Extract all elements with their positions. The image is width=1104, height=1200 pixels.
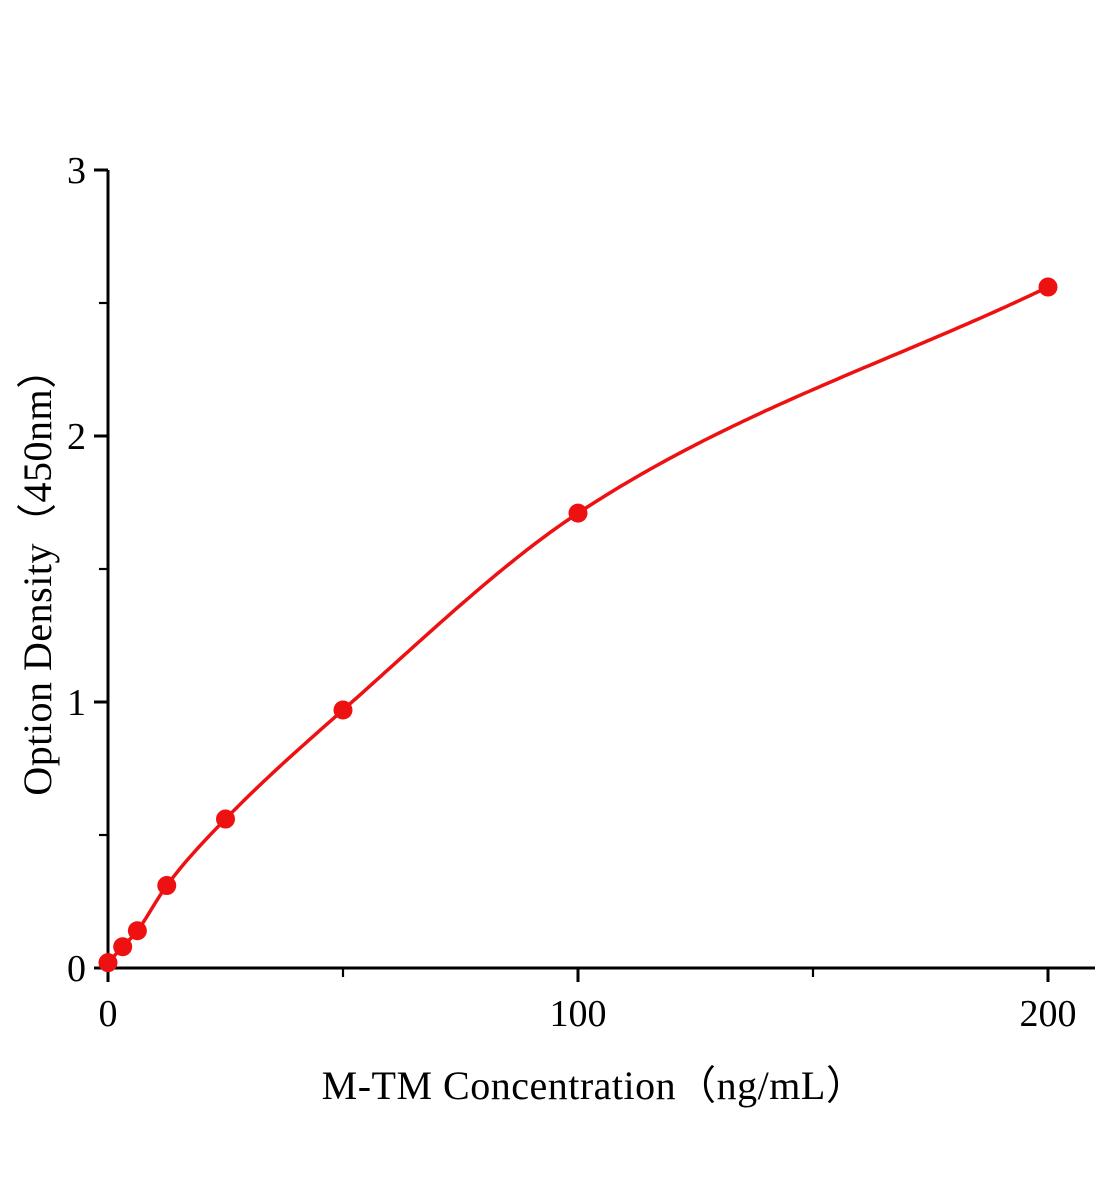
data-point-marker	[333, 700, 353, 720]
y-tick-label: 1	[67, 682, 86, 724]
x-tick-label: 0	[99, 993, 118, 1035]
data-point-marker	[113, 937, 133, 957]
y-axis-label: Option Density（450nm）	[15, 348, 60, 796]
y-tick-label: 3	[67, 150, 86, 192]
data-point-marker	[216, 809, 235, 829]
y-tick-label: 2	[67, 416, 86, 458]
y-tick-label: 0	[67, 948, 86, 990]
data-point-marker	[157, 876, 177, 896]
data-point-marker	[1038, 277, 1058, 297]
data-point-marker	[98, 953, 118, 973]
data-point-marker	[127, 921, 147, 941]
series-curve	[106, 285, 1050, 965]
data-point-marker	[568, 503, 588, 523]
x-tick-label: 200	[1020, 993, 1077, 1035]
x-axis-label: M-TM Concentration（ng/mL）	[321, 1063, 867, 1108]
x-tick-label: 100	[550, 993, 607, 1035]
